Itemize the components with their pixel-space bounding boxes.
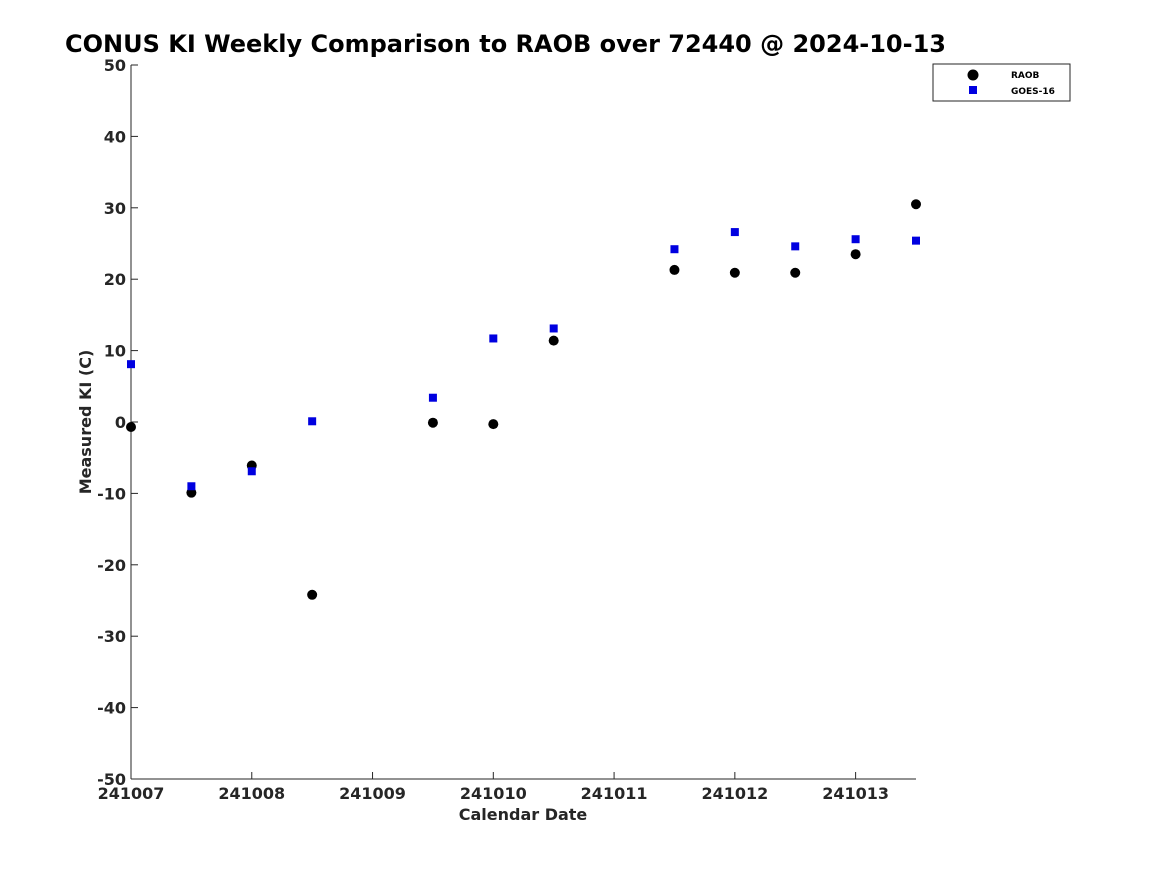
y-ticks: -50 -40 -30 -20 -10 0 10 20 30 40 50 (97, 56, 138, 789)
chart-title: CONUS KI Weekly Comparison to RAOB over … (65, 30, 946, 58)
point-raob (669, 264, 680, 275)
point-goes-16 (247, 467, 256, 476)
legend-marker-raob (967, 69, 979, 81)
point-goes-16 (187, 482, 196, 491)
y-tick-label: 50 (104, 56, 126, 75)
x-tick-label: 241011 (581, 784, 648, 803)
data-points (126, 199, 921, 600)
point-goes-16 (127, 360, 135, 369)
point-goes-16 (549, 324, 558, 333)
y-tick-label: 20 (104, 270, 126, 289)
point-goes-16 (730, 228, 739, 237)
point-raob (427, 417, 438, 428)
point-raob (850, 249, 861, 260)
x-tick-label: 241008 (218, 784, 285, 803)
point-goes-16 (308, 417, 317, 426)
point-goes-16 (912, 236, 920, 245)
point-raob (911, 199, 921, 210)
x-tick-label: 241009 (339, 784, 406, 803)
x-axis-label: Calendar Date (459, 805, 588, 824)
x-tick-label: 241013 (822, 784, 889, 803)
y-tick-label: -30 (97, 627, 126, 646)
y-tick-label: 30 (104, 199, 126, 218)
legend-label-raob: RAOB (1011, 71, 1040, 81)
y-axis-label: Measured KI (C) (76, 350, 95, 495)
point-goes-16 (428, 393, 437, 402)
point-raob (488, 419, 499, 430)
point-goes-16 (851, 235, 860, 244)
x-tick-label: 241010 (460, 784, 527, 803)
point-goes-16 (670, 245, 679, 254)
legend-marker-goes-16 (969, 86, 977, 94)
y-tick-label: 40 (104, 127, 126, 146)
y-tick-label: 0 (115, 413, 126, 432)
point-raob (126, 421, 136, 432)
point-goes-16 (791, 242, 800, 251)
point-goes-16 (489, 334, 498, 343)
y-tick-label: -10 (97, 484, 126, 503)
y-tick-label: 10 (104, 342, 126, 361)
legend-box (932, 63, 1071, 102)
x-tick-label: 241012 (701, 784, 768, 803)
point-raob (548, 335, 559, 346)
x-tick-label: 241007 (98, 784, 165, 803)
legend-label-goes-16: GOES-16 (1011, 87, 1055, 97)
point-raob (729, 267, 740, 278)
legend: RAOB GOES-16 (932, 63, 1071, 102)
y-tick-label: -20 (97, 556, 126, 575)
axes (130, 65, 916, 780)
y-tick-label: -50 (97, 770, 126, 789)
x-ticks: 241007 241008 241009 241010 241011 241012 2410… (98, 772, 889, 803)
y-tick-label: -40 (97, 699, 126, 718)
point-raob (790, 267, 801, 278)
point-raob (307, 589, 318, 600)
